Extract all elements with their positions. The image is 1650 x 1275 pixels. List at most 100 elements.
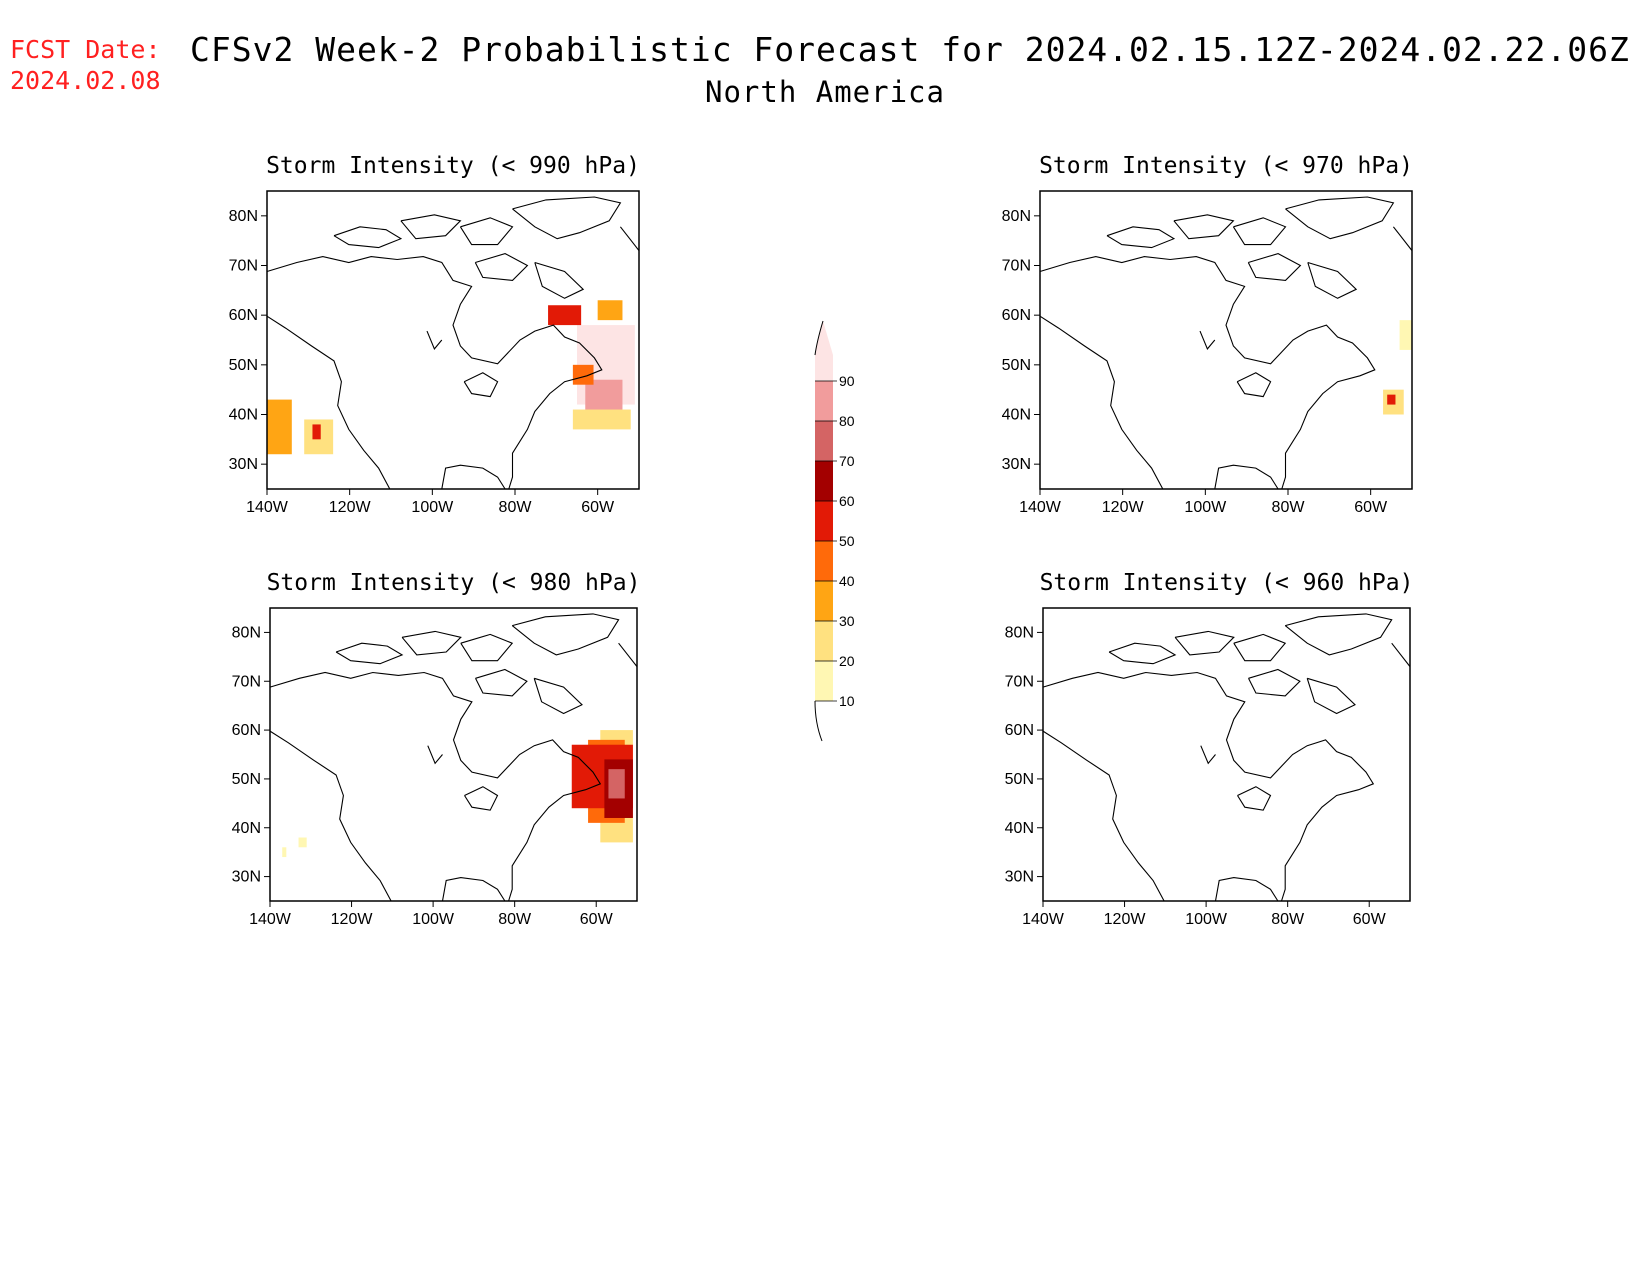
lon-tick-label: 60W — [1354, 499, 1388, 516]
colorbar-label: 40 — [839, 573, 855, 589]
coastline — [441, 464, 506, 490]
coastline — [1247, 253, 1302, 281]
map-panel-p980: Storm Intensity (< 980 hPa) 80N 70N 60N 50N 4… — [232, 570, 641, 928]
lat-tick-label: 60N — [1002, 307, 1031, 324]
lat-tick-label: 60N — [232, 722, 261, 739]
colorbar-segment-80 — [815, 381, 833, 421]
lon-tick-label: 120W — [331, 911, 374, 928]
coastline — [1039, 256, 1376, 490]
coastline — [335, 642, 404, 665]
colorbar-segment-50 — [815, 501, 833, 541]
lon-tick-label: 60W — [580, 911, 614, 928]
lat-tick-label: 50N — [1005, 771, 1034, 788]
coastline — [619, 226, 640, 251]
coastline — [1392, 226, 1413, 251]
map-frame — [1039, 190, 1413, 490]
figure-title: CFSv2 Week-2 Probabilistic Forecast for … — [190, 30, 1630, 69]
lon-tick-label: 140W — [249, 911, 292, 928]
coastline — [427, 745, 443, 765]
colorbar-segment-30 — [815, 581, 833, 621]
coastline — [1284, 613, 1393, 656]
colorbar-label: 70 — [839, 453, 855, 469]
panel-title: Storm Intensity (< 990 hPa) — [266, 153, 640, 179]
colorbar-segment-90 — [815, 321, 833, 381]
colorbar-label: 30 — [839, 613, 855, 629]
coastline — [1307, 261, 1358, 299]
probability-area-40 — [572, 364, 594, 385]
coastline — [1248, 668, 1301, 697]
panel-title: Storm Intensity (< 970 hPa) — [1039, 153, 1413, 179]
lat-tick-label: 30N — [229, 456, 258, 473]
lat-tick-label: 40N — [1005, 820, 1034, 837]
coastline — [1214, 877, 1279, 902]
coastline — [1391, 642, 1411, 667]
colorbar-top-cap — [814, 320, 824, 356]
lat-tick-label: 50N — [229, 357, 258, 374]
lon-tick-label: 140W — [1019, 499, 1062, 516]
map-panel-p970: Storm Intensity (< 970 hPa) 80N 70N 60N 50N 4… — [1002, 153, 1413, 516]
coastline — [333, 226, 403, 249]
colorbar-label: 20 — [839, 653, 855, 669]
coastline — [1200, 745, 1216, 765]
coastline — [512, 196, 622, 240]
colorbar-label: 50 — [839, 533, 855, 549]
colorbar-bottom-cap — [814, 700, 823, 742]
coastline — [269, 671, 602, 902]
lat-tick-label: 80N — [1002, 208, 1031, 225]
panel-title: Storm Intensity (< 980 hPa) — [267, 570, 641, 596]
map-frame — [266, 190, 640, 490]
lat-tick-label: 70N — [229, 258, 258, 275]
probability-area-30 — [597, 300, 623, 321]
fcst-date-caption: FCST Date: — [10, 35, 161, 64]
lon-tick-label: 60W — [1353, 911, 1387, 928]
coastline — [463, 372, 499, 398]
lat-tick-label: 40N — [232, 820, 261, 837]
lat-tick-label: 50N — [1002, 357, 1031, 374]
coastline — [266, 256, 603, 490]
lon-tick-label: 80W — [1272, 499, 1306, 516]
coastline — [1039, 315, 1164, 490]
lat-tick-label: 70N — [232, 673, 261, 690]
map-frame — [269, 607, 638, 902]
lon-tick-label: 120W — [329, 499, 372, 516]
coastline — [1042, 730, 1165, 902]
lat-tick-label: 80N — [1005, 624, 1034, 641]
colorbar-label: 10 — [839, 693, 855, 709]
probability-area-80 — [585, 379, 623, 415]
lon-tick-label: 80W — [1271, 911, 1305, 928]
colorbar-segment-20 — [815, 621, 833, 661]
lon-tick-label: 100W — [1185, 911, 1228, 928]
lat-tick-label: 50N — [232, 771, 261, 788]
map-panel-p990: Storm Intensity (< 990 hPa) 80N 70N 60N 50N 4… — [229, 153, 640, 516]
coastline — [1236, 372, 1272, 398]
coastline — [426, 330, 443, 350]
fcst-date-value: 2024.02.08 — [10, 66, 161, 95]
coastline — [534, 261, 585, 299]
lon-tick-label: 60W — [581, 499, 615, 516]
lat-tick-label: 40N — [229, 407, 258, 424]
coastline — [533, 677, 583, 715]
probability-area-50 — [548, 305, 582, 326]
colorbar-segment-60 — [815, 461, 833, 501]
coastline — [618, 642, 638, 667]
lon-tick-label: 140W — [1022, 911, 1065, 928]
colorbar-label: 60 — [839, 493, 855, 509]
coastline — [511, 613, 620, 656]
coastline — [1232, 217, 1287, 246]
lon-tick-label: 100W — [412, 911, 455, 928]
forecast-date-label: FCST Date: 2024.02.08 — [10, 34, 161, 96]
coastline — [1237, 786, 1272, 811]
coastline — [1214, 464, 1279, 490]
coastline — [1108, 642, 1177, 665]
lon-tick-label: 100W — [411, 499, 454, 516]
coastline — [400, 214, 462, 240]
lat-tick-label: 40N — [1002, 407, 1031, 424]
map-panel-p960: Storm Intensity (< 960 hPa) 80N 70N 60N 50N 4… — [1005, 570, 1414, 928]
panel-title: Storm Intensity (< 960 hPa) — [1040, 570, 1414, 596]
coastline — [1199, 330, 1216, 350]
lon-tick-label: 80W — [499, 499, 533, 516]
lat-tick-label: 60N — [229, 307, 258, 324]
probability-area-70 — [608, 769, 625, 799]
coastline — [1042, 671, 1375, 902]
lat-tick-label: 80N — [232, 624, 261, 641]
